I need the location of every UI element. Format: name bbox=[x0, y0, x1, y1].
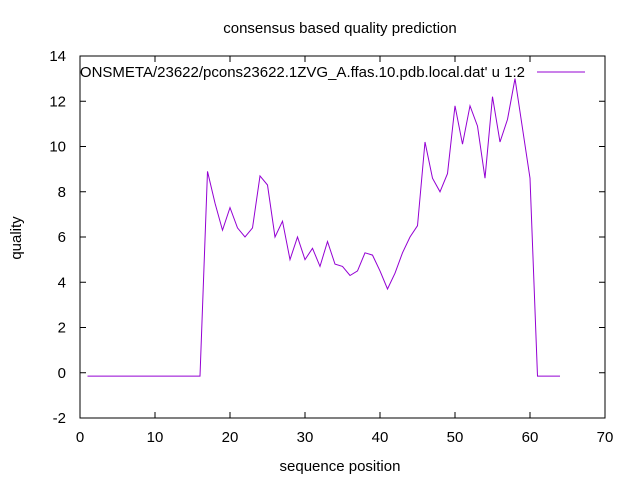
y-tick-label: 6 bbox=[58, 229, 66, 246]
x-tick-label: 40 bbox=[372, 429, 389, 446]
y-axis-label: quality bbox=[8, 216, 25, 260]
y-tick-label: -2 bbox=[53, 410, 66, 427]
legend: ONSMETA/23622/pcons23622.1ZVG_A.ffas.10.… bbox=[80, 64, 585, 81]
x-tick-label: 50 bbox=[447, 429, 464, 446]
x-tick-label: 10 bbox=[147, 429, 164, 446]
x-tick-label: 70 bbox=[597, 429, 614, 446]
y-tick-label: 0 bbox=[58, 365, 66, 382]
y-tick-label: 2 bbox=[58, 320, 66, 337]
plot-border bbox=[79, 55, 606, 419]
x-tick-label: 30 bbox=[297, 429, 314, 446]
x-tick-label: 20 bbox=[222, 429, 239, 446]
x-tick-label: 0 bbox=[76, 429, 84, 446]
legend-label: ONSMETA/23622/pcons23622.1ZVG_A.ffas.10.… bbox=[80, 64, 525, 81]
y-axis: -2 0 2 4 6 8 10 12 14 bbox=[49, 48, 605, 427]
y-tick-label: 10 bbox=[49, 139, 66, 156]
x-axis: 0 10 20 30 40 50 60 70 bbox=[76, 56, 614, 446]
y-tick-label: 12 bbox=[49, 93, 66, 110]
y-tick-label: 14 bbox=[49, 48, 66, 65]
series-layer bbox=[87, 78, 560, 377]
y-tick-label: 4 bbox=[58, 274, 66, 291]
y-tick-label: 8 bbox=[58, 184, 66, 201]
chart-title: consensus based quality prediction bbox=[223, 20, 456, 37]
series-line bbox=[87, 78, 560, 377]
plot-frame bbox=[79, 55, 606, 419]
x-tick-label: 60 bbox=[522, 429, 539, 446]
x-axis-label: sequence position bbox=[280, 458, 401, 475]
